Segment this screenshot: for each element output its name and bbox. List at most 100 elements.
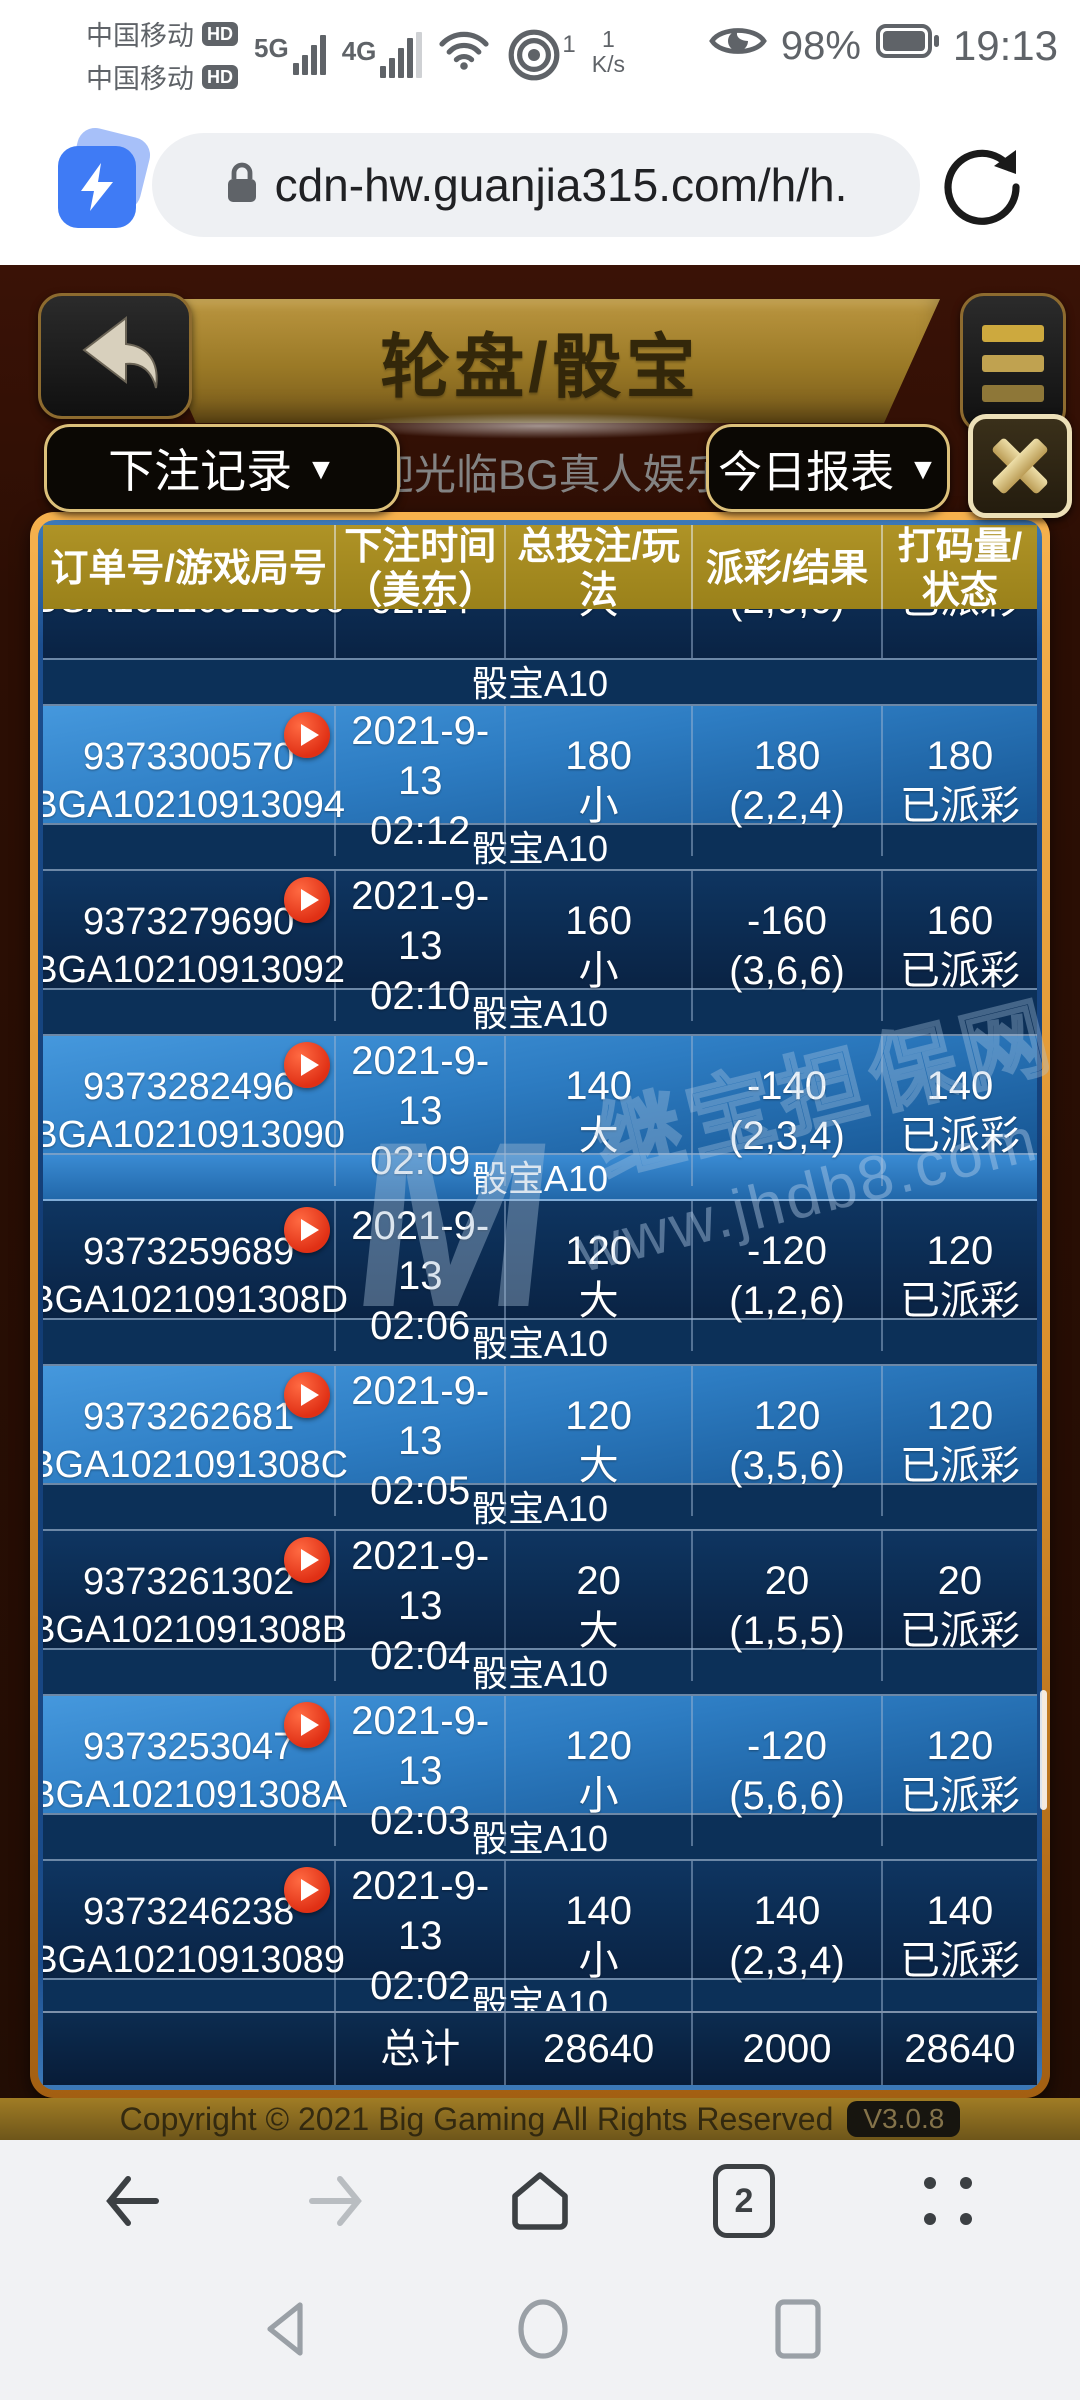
order-number: 9373246238 xyxy=(82,1891,295,1933)
order-number: 9373261302 xyxy=(82,1561,295,1603)
today-report-dropdown[interactable]: 今日报表 ▼ xyxy=(706,424,950,512)
dice-result: (2,6,6) xyxy=(729,609,845,625)
game-group-label: 骰宝A10 xyxy=(471,1983,609,2011)
game-id: BGA10210913096 xyxy=(43,609,345,624)
status-text: 已派彩 xyxy=(899,1279,1020,1323)
hd-badge-1: HD xyxy=(202,21,238,46)
volume-amount: 160 xyxy=(926,899,994,943)
nav-recents-button[interactable] xyxy=(772,2296,824,2367)
chevron-down-icon: ▼ xyxy=(306,453,336,486)
back-button[interactable] xyxy=(38,293,192,419)
volume-cell: 120 已派彩 xyxy=(883,1696,1037,1846)
order-number: 9373300570 xyxy=(82,736,295,778)
signal-5g: 5G xyxy=(254,35,326,75)
menu-dots-icon xyxy=(924,2177,972,2225)
url-bar[interactable]: cdn-hw.guanjia315.com/h/h. xyxy=(152,133,920,237)
carrier-name-2: 中国移动 xyxy=(86,64,194,94)
bet-amount: 160 xyxy=(565,899,632,943)
time-cell: 02:14 xyxy=(336,609,507,658)
play-icon[interactable] xyxy=(284,1867,331,1913)
play-icon[interactable] xyxy=(284,712,331,758)
menu-button[interactable] xyxy=(960,293,1066,433)
order-number: 9373253047 xyxy=(82,1726,295,1768)
table-row[interactable]: 9373282496 BGA10210913090 2021-9-13 02:09 14… xyxy=(43,1036,1037,1186)
table-row[interactable]: 9373300570 BGA10210913094 2021-9-13 02:12 18… xyxy=(43,706,1037,856)
summary-bet-total: 28640 xyxy=(506,2013,694,2085)
payout-cell: (2,6,6) xyxy=(693,609,883,658)
bet-play: 大 xyxy=(579,609,619,625)
bet-cell: 120 小 xyxy=(506,1696,694,1846)
game-group-label: 骰宝A10 xyxy=(471,1818,609,1859)
payout-cell: 120 (3,5,6) xyxy=(693,1366,883,1516)
play-icon[interactable] xyxy=(284,1702,331,1748)
game-group-separator: 骰宝A10 xyxy=(43,988,1037,1036)
col-header-payout: 派彩/结果 xyxy=(693,525,883,613)
play-triangle xyxy=(300,889,319,911)
table-row[interactable]: 9373259689 BGA1021091308D 2021-9-13 02:06 12… xyxy=(43,1201,1037,1351)
game-view: 轮盘/骰宝 欢迎光临BG真人娱乐厅! 下注记录 ▼ 今日报表 ▼ xyxy=(0,265,1080,2140)
status-bar: 中国移动 HD 中国移动 HD 5G 4G xyxy=(0,0,1080,100)
time-cell: 2021-9-13 02:09 xyxy=(336,1036,507,1186)
dice-result: (3,5,6) xyxy=(729,1444,845,1488)
payout-cell: 140 (2,3,4) xyxy=(693,1861,883,2011)
nav-home-button[interactable] xyxy=(514,2295,572,2368)
play-icon[interactable] xyxy=(284,877,331,923)
nav-back-button[interactable] xyxy=(256,2297,314,2366)
bet-time: 02:02 xyxy=(370,1964,471,2008)
browser-home-button[interactable] xyxy=(495,2156,585,2246)
game-group-label: 骰宝A10 xyxy=(471,828,609,869)
bet-date: 2021-9-13 xyxy=(351,1699,490,1793)
game-group-label: 骰宝A10 xyxy=(471,1653,609,1694)
bet-record-dropdown[interactable]: 下注记录 ▼ xyxy=(44,424,400,512)
table-body[interactable]: BGA1021091309602:14大(2,6,6)已派彩骰宝A1093733… xyxy=(43,609,1037,2011)
payout-amount: 20 xyxy=(764,1559,810,1603)
play-icon[interactable] xyxy=(284,1372,331,1418)
quick-app-icon[interactable] xyxy=(58,124,154,228)
bet-time: 02:14 xyxy=(370,609,470,625)
order-cell: 9373259689 BGA1021091308D xyxy=(43,1201,348,1351)
table-row[interactable]: 9373279690 BGA10210913092 2021-9-13 02:10 16… xyxy=(43,871,1037,1021)
table-row[interactable]: 9373253047 BGA1021091308A 2021-9-13 02:03 12… xyxy=(43,1696,1037,1846)
page-title: 轮盘/骰宝 xyxy=(380,327,700,406)
col-header-order: 订单号/游戏局号 xyxy=(43,525,337,613)
marquee-text: 欢迎光临BG真人娱乐厅! xyxy=(330,451,781,498)
play-icon[interactable] xyxy=(284,1207,331,1253)
volume-amount: 20 xyxy=(937,1559,983,1603)
table-row[interactable]: BGA10210913096 02:14 大 (2,6,6) 已派彩 xyxy=(43,609,1037,658)
refresh-button[interactable] xyxy=(938,140,1026,228)
time-cell: 2021-9-13 02:03 xyxy=(336,1696,507,1846)
volume-amount: 120 xyxy=(926,1394,994,1438)
carrier-name-1: 中国移动 xyxy=(86,21,194,51)
close-button[interactable] xyxy=(968,414,1072,518)
game-id: BGA1021091308B xyxy=(43,1609,348,1651)
table-row[interactable]: 9373262681 BGA1021091308C 2021-9-13 02:05 12… xyxy=(43,1366,1037,1516)
summary-empty xyxy=(43,2013,337,2085)
volume-amount: 180 xyxy=(926,734,994,778)
browser-tabs-button[interactable]: 2 xyxy=(699,2156,789,2246)
browser-forward-button[interactable] xyxy=(291,2156,381,2246)
table-row[interactable]: 9373261302 BGA1021091308B 2021-9-13 02:04 20… xyxy=(43,1531,1037,1681)
play-icon[interactable] xyxy=(284,1537,331,1583)
play-icon[interactable] xyxy=(284,1042,331,1088)
lock-icon xyxy=(225,161,259,210)
scrollbar-thumb[interactable] xyxy=(1040,1690,1047,1810)
payout-cell: 20 (1,5,5) xyxy=(693,1531,883,1681)
volume-cell: 160 已派彩 xyxy=(883,871,1037,1021)
status-text: 已派彩 xyxy=(899,1444,1020,1488)
game-group-label: 骰宝A10 xyxy=(471,993,609,1034)
browser-back-button[interactable] xyxy=(87,2156,177,2246)
dice-result: (2,2,4) xyxy=(729,784,845,828)
copyright-text: Copyright © 2021 Big Gaming All Rights R… xyxy=(119,2100,834,2137)
table-row[interactable]: 9373246238 BGA10210913089 2021-9-13 02:02 14… xyxy=(43,1861,1037,2011)
bet-time: 02:05 xyxy=(370,1469,471,1513)
status-text: 已派彩 xyxy=(899,1114,1020,1158)
bet-play: 小 xyxy=(578,784,619,828)
bet-amount: 180 xyxy=(565,734,632,778)
bet-play: 大 xyxy=(578,1444,619,1488)
payout-cell: -120 (5,6,6) xyxy=(693,1696,883,1846)
order-cell: 9373300570 BGA10210913094 xyxy=(43,706,345,856)
volume-cell: 已派彩 xyxy=(883,609,1037,658)
status-text: 已派彩 xyxy=(899,1939,1020,1983)
browser-menu-button[interactable] xyxy=(903,2156,993,2246)
bet-cell: 140 大 xyxy=(506,1036,694,1186)
